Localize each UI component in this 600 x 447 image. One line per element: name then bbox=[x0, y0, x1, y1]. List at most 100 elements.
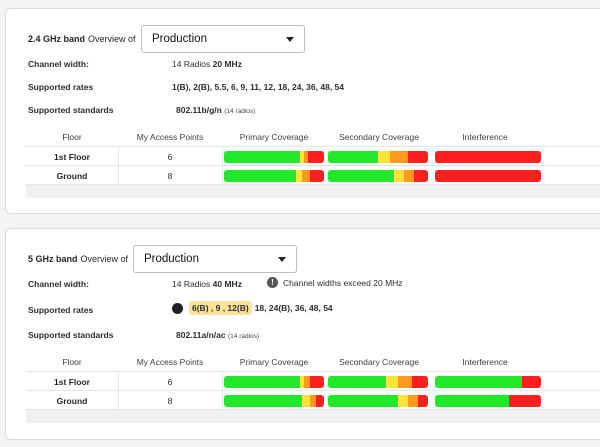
interference-bar bbox=[435, 151, 541, 163]
coverage-segment-yellow bbox=[378, 151, 390, 163]
coverage-segment-green bbox=[435, 376, 522, 388]
coverage-segment-yellow bbox=[398, 395, 408, 407]
column-divider bbox=[222, 166, 223, 185]
coverage-segment-green bbox=[224, 170, 296, 182]
access-points-header: My Access Points bbox=[136, 356, 204, 367]
table-row: Ground 8 bbox=[26, 165, 600, 185]
coverage-segment-red bbox=[509, 395, 541, 407]
overview-label: Overview of bbox=[80, 254, 129, 264]
coverage-segment-yellow bbox=[386, 376, 398, 388]
floor-header: Floor bbox=[62, 356, 82, 367]
secondary-coverage-header: Secondary Coverage bbox=[339, 356, 419, 367]
coverage-segment-green bbox=[328, 376, 386, 388]
coverage-table: Floor My Access Points Primary Coverage Sec… bbox=[26, 352, 600, 410]
band-24-card: 2.4 GHz band Overview of Production Chan… bbox=[5, 8, 600, 214]
status-dot-icon bbox=[172, 302, 183, 314]
coverage-segment-yellow bbox=[296, 170, 302, 182]
coverage-table: Floor My Access Points Primary Coverage Sec… bbox=[26, 127, 600, 185]
access-points-header: My Access Points bbox=[136, 131, 204, 142]
primary-coverage-header: Primary Coverage bbox=[239, 356, 309, 367]
network-select-value: Production bbox=[152, 33, 207, 45]
standards-count: (14 radios) bbox=[224, 108, 256, 115]
channel-width: 40 MHz bbox=[212, 279, 242, 289]
coverage-segment-orange bbox=[310, 395, 316, 407]
column-divider bbox=[222, 372, 223, 391]
band-24-title: 2.4 GHz band Overview of bbox=[28, 34, 136, 44]
standards-label: Supported standards bbox=[28, 330, 114, 340]
standards-count: (14 radios) bbox=[228, 333, 260, 340]
floor-cell: 1st Floor bbox=[54, 376, 90, 387]
network-select-value: Production bbox=[144, 253, 199, 265]
primary-coverage-header: Primary Coverage bbox=[239, 131, 309, 142]
band-label: 2.4 GHz band bbox=[28, 34, 86, 44]
coverage-segment-green bbox=[328, 395, 398, 407]
channel-warning: ! Channel widths exceed 20 MHz bbox=[267, 277, 403, 288]
chevron-down-icon bbox=[278, 257, 286, 262]
coverage-segment-green bbox=[435, 395, 510, 407]
table-header: Floor My Access Points Primary Coverage Sec… bbox=[26, 352, 600, 371]
coverage-segment-red bbox=[435, 170, 541, 182]
primary-coverage-bar bbox=[224, 395, 324, 407]
coverage-segment-orange bbox=[398, 376, 412, 388]
coverage-segment-green bbox=[224, 376, 300, 388]
primary-coverage-bar bbox=[224, 376, 324, 388]
coverage-segment-red bbox=[308, 151, 324, 163]
coverage-segment-orange bbox=[302, 170, 310, 182]
rates-value: 6(B) , 9 , 12(B) 18, 24(B), 36, 48, 54 bbox=[172, 301, 333, 315]
standards-value: 802.11b/g/n (14 radios) bbox=[176, 105, 255, 115]
floor-header: Floor bbox=[62, 131, 82, 142]
secondary-coverage-bar bbox=[328, 395, 428, 407]
table-footer bbox=[26, 409, 600, 423]
rates-value: 1(B), 2(B), 5.5, 6, 9, 11, 12, 18, 24, 3… bbox=[172, 82, 344, 92]
interference-bar bbox=[435, 376, 541, 388]
standards-value: 802.11a/n/ac (14 radios) bbox=[176, 330, 259, 340]
radio-count: 14 Radios bbox=[172, 279, 211, 289]
table-row: Ground 8 bbox=[26, 390, 600, 410]
standards: 802.11a/n/ac bbox=[176, 330, 226, 340]
access-points-cell: 6 bbox=[167, 151, 173, 162]
column-divider bbox=[118, 147, 119, 166]
channel-width-value: 14 Radios 20 MHz bbox=[172, 59, 242, 69]
column-divider bbox=[118, 372, 119, 391]
coverage-segment-yellow bbox=[300, 151, 304, 163]
floor-cell: Ground bbox=[56, 395, 88, 406]
coverage-segment-yellow bbox=[302, 395, 310, 407]
interference-bar bbox=[435, 395, 541, 407]
floor-cell: Ground bbox=[56, 170, 88, 181]
access-points-cell: 6 bbox=[167, 376, 173, 387]
coverage-segment-red bbox=[418, 395, 428, 407]
primary-coverage-bar bbox=[224, 151, 324, 163]
column-divider bbox=[118, 391, 119, 410]
interference-bar bbox=[435, 170, 541, 182]
coverage-segment-yellow bbox=[300, 376, 304, 388]
table-footer bbox=[26, 184, 600, 198]
floor-cell: 1st Floor bbox=[54, 151, 90, 162]
interference-header: Interference bbox=[462, 356, 508, 367]
coverage-segment-red bbox=[435, 151, 541, 163]
channel-width: 20 MHz bbox=[212, 59, 242, 69]
secondary-coverage-bar bbox=[328, 170, 428, 182]
primary-coverage-bar bbox=[224, 170, 324, 182]
table-row: 1st Floor 6 bbox=[26, 371, 600, 391]
coverage-segment-orange bbox=[304, 376, 310, 388]
overview-label: Overview of bbox=[88, 34, 136, 44]
coverage-segment-red bbox=[414, 170, 428, 182]
coverage-segment-green bbox=[328, 170, 394, 182]
rates-highlight: 6(B) , 9 , 12(B) bbox=[189, 301, 252, 315]
coverage-segment-red bbox=[316, 395, 324, 407]
band-5-title: 5 GHz band Overview of bbox=[28, 254, 128, 264]
coverage-segment-orange bbox=[404, 170, 414, 182]
channel-width-value: 14 Radios 40 MHz bbox=[172, 279, 242, 289]
secondary-coverage-bar bbox=[328, 151, 428, 163]
column-divider bbox=[118, 166, 119, 185]
band-label: 5 GHz band bbox=[28, 254, 78, 264]
network-select[interactable]: Production bbox=[133, 245, 297, 273]
secondary-coverage-bar bbox=[328, 376, 428, 388]
coverage-segment-orange bbox=[408, 395, 418, 407]
access-points-cell: 8 bbox=[167, 170, 173, 181]
column-divider bbox=[222, 391, 223, 410]
band-5-card: 5 GHz band Overview of Production Channe… bbox=[5, 228, 600, 440]
coverage-segment-yellow bbox=[394, 170, 404, 182]
standards: 802.11b/g/n bbox=[176, 105, 222, 115]
network-select[interactable]: Production bbox=[141, 25, 305, 53]
